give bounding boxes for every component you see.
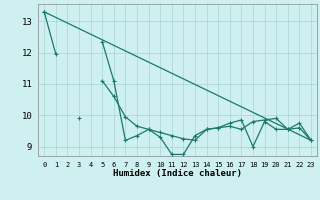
X-axis label: Humidex (Indice chaleur): Humidex (Indice chaleur) xyxy=(113,169,242,178)
